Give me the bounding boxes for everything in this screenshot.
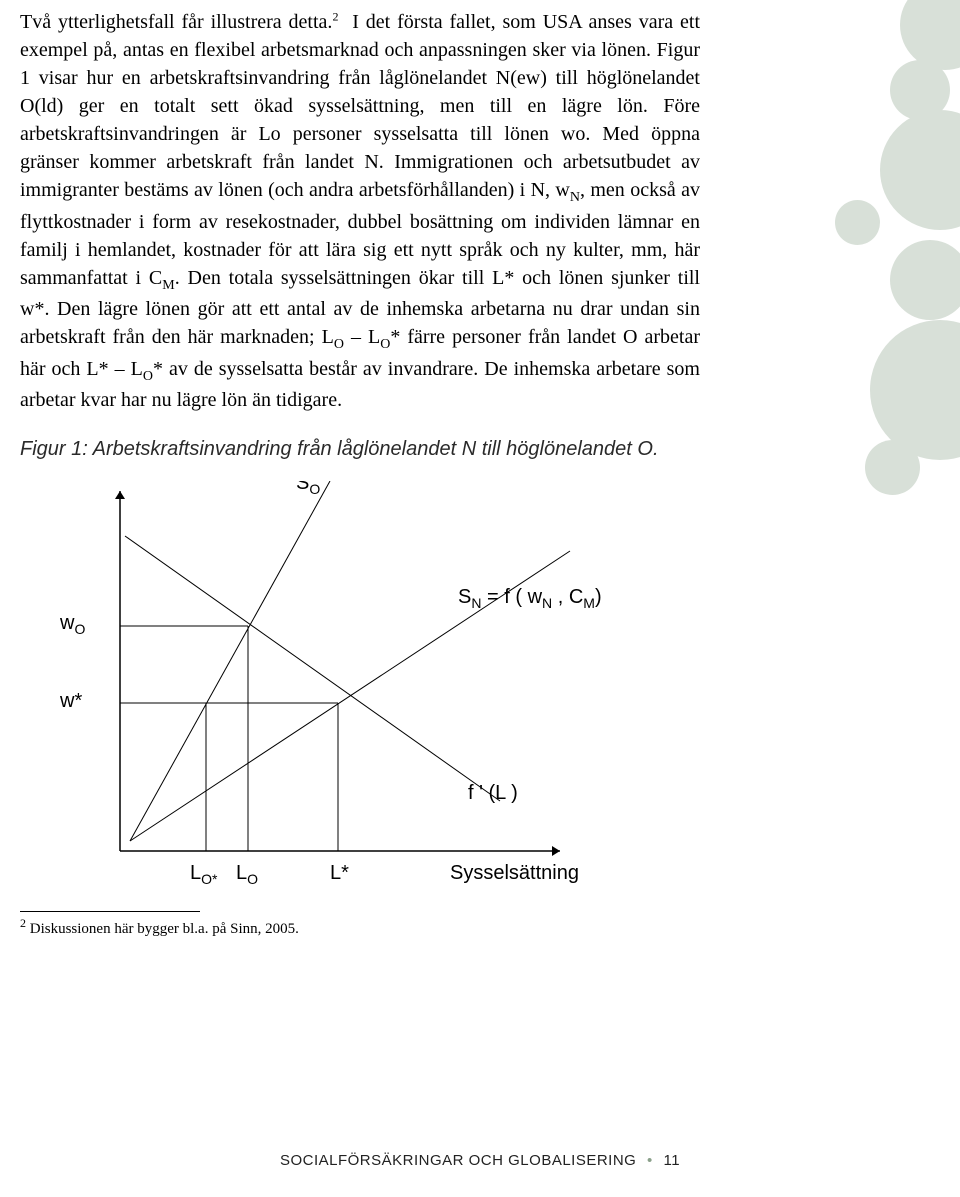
svg-text:wO: wO <box>59 612 85 637</box>
page-footer: SOCIALFÖRSÄKRINGAR OCH GLOBALISERING • 1… <box>0 1152 960 1169</box>
svg-text:f ' (L ): f ' (L ) <box>468 782 518 804</box>
footnote-rule <box>20 911 200 912</box>
svg-text:w*: w* <box>59 690 82 712</box>
figure-title: Figur 1: Arbetskraftsinvandring från låg… <box>20 438 700 461</box>
footnote-marker: 2 <box>20 916 26 930</box>
chart-svg: SO SN = f ( wN , CM) f ' (L ) wO w* LO* LO L* Sy… <box>20 481 700 901</box>
body-paragraph: Två ytterlighetsfall får illustrera dett… <box>20 8 700 414</box>
svg-text:LO*: LO* <box>190 862 218 887</box>
footer-dot-icon: • <box>647 1152 653 1169</box>
svg-text:SN = f ( wN , CM): SN = f ( wN , CM) <box>458 586 602 611</box>
svg-text:L*: L* <box>330 862 349 884</box>
footnote-text: Diskussionen här bygger bl.a. på Sinn, 2… <box>30 921 299 937</box>
page-number: 11 <box>663 1152 680 1169</box>
svg-text:LO: LO <box>236 862 258 887</box>
svg-text:SO: SO <box>296 481 320 497</box>
footer-title: SOCIALFÖRSÄKRINGAR OCH GLOBALISERING <box>280 1152 636 1169</box>
page-content: Två ytterlighetsfall får illustrera dett… <box>0 0 760 938</box>
footnote-2: 2 Diskussionen här bygger bl.a. på Sinn,… <box>20 916 700 938</box>
figure-1-chart: SO SN = f ( wN , CM) f ' (L ) wO w* LO* LO L* Sy… <box>20 481 700 911</box>
svg-text:Sysselsättning: Sysselsättning <box>450 862 579 884</box>
